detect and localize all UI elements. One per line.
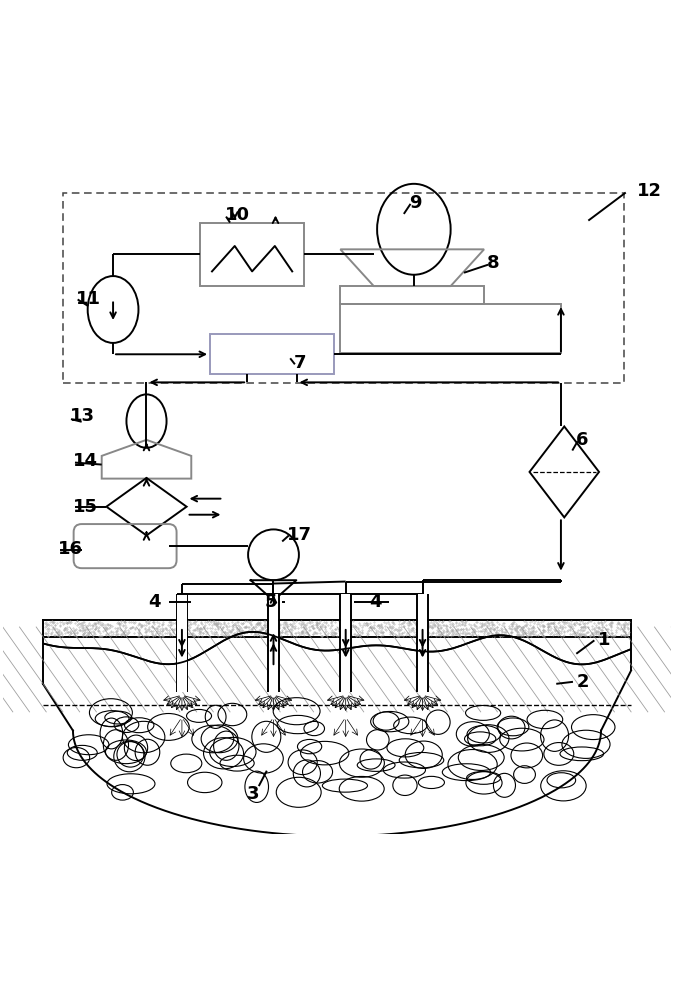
Text: 3: 3 — [247, 785, 259, 803]
Bar — [418, 594, 427, 692]
Bar — [177, 594, 187, 692]
Text: 11: 11 — [76, 290, 101, 308]
Text: 12: 12 — [636, 182, 661, 200]
Bar — [341, 594, 350, 692]
Text: 8: 8 — [487, 254, 499, 272]
Text: 16: 16 — [58, 540, 84, 558]
Text: 9: 9 — [409, 194, 422, 212]
Bar — [269, 594, 278, 692]
Text: 6: 6 — [576, 431, 589, 449]
Text: 5: 5 — [265, 593, 277, 611]
Text: 1: 1 — [598, 631, 610, 649]
Text: 13: 13 — [69, 407, 94, 425]
Text: 14: 14 — [73, 452, 98, 470]
Text: 15: 15 — [73, 498, 98, 516]
Bar — [340, 304, 561, 353]
Text: 4: 4 — [369, 593, 381, 611]
Text: 10: 10 — [224, 206, 249, 224]
Text: 7: 7 — [294, 354, 306, 372]
Text: 4: 4 — [148, 593, 161, 611]
Polygon shape — [43, 632, 631, 705]
Bar — [340, 286, 484, 304]
Text: 17: 17 — [287, 526, 312, 544]
Bar — [200, 223, 303, 286]
Bar — [63, 193, 624, 383]
Bar — [210, 334, 334, 374]
Text: 2: 2 — [576, 673, 589, 691]
